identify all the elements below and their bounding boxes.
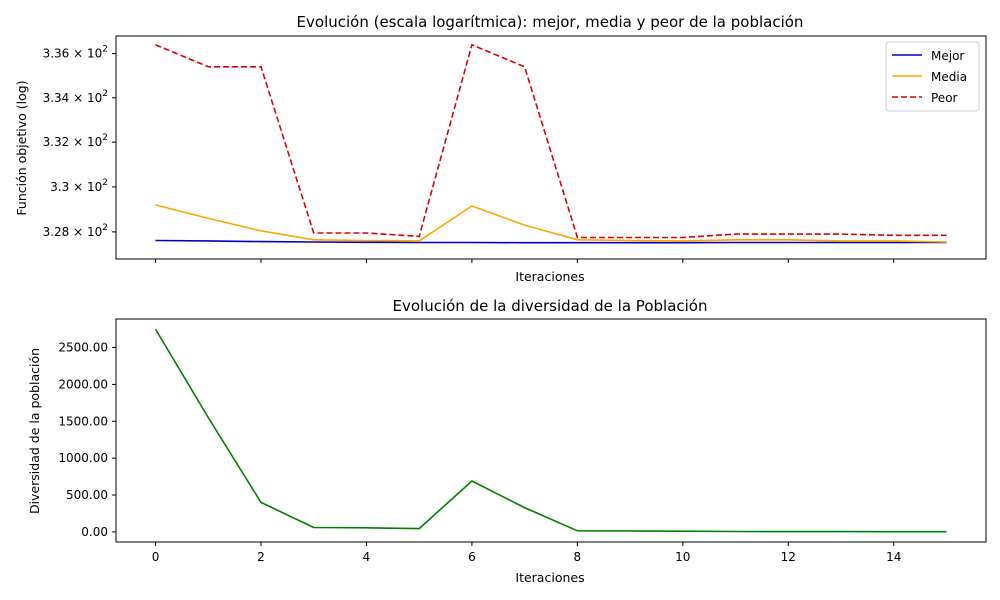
chart-diversity: Evolución de la diversidad de la Poblaci… bbox=[27, 297, 987, 585]
legend-peor-label: Peor bbox=[931, 91, 958, 105]
chart2-x-tick-label: 10 bbox=[675, 550, 690, 564]
chart1-series-peor-line bbox=[155, 43, 947, 239]
chart1-series-media-line bbox=[155, 204, 947, 243]
chart1-series-layer bbox=[155, 43, 947, 244]
chart2-y-tick-label: 500.00 bbox=[66, 488, 108, 502]
chart2-axes-frame bbox=[115, 318, 987, 543]
chart2-series-layer bbox=[154, 328, 947, 533]
chart1-series-mejor-line bbox=[155, 239, 947, 244]
legend-frame bbox=[885, 41, 980, 112]
chart1-y-tick-label: 3.36 × 102 bbox=[43, 45, 108, 61]
chart2-xlabel: Iteraciones bbox=[515, 570, 584, 585]
chart2-y-tick-label: 2500.00 bbox=[58, 341, 108, 355]
chart1-xlabel: Iteraciones bbox=[515, 269, 584, 284]
chart1-legend: Mejor Media Peor bbox=[885, 41, 980, 112]
legend-media-label: Media bbox=[931, 70, 967, 84]
chart1-y-ticks: 3.28 × 102 3.3 × 102 3.32 × 102 3.34 × 102 3… bbox=[43, 45, 116, 239]
chart2-x-tick-label: 12 bbox=[781, 550, 796, 564]
chart2-x-tick-label: 6 bbox=[468, 550, 476, 564]
chart1-axes-frame bbox=[115, 35, 987, 260]
chart2-ylabel: Diversidad de la población bbox=[27, 348, 42, 514]
chart2-series-diversidad-line bbox=[154, 328, 947, 533]
legend-mejor-label: Mejor bbox=[931, 49, 964, 63]
chart1-y-tick-label: 3.34 × 102 bbox=[43, 89, 108, 105]
chart2-x-tick-label: 4 bbox=[363, 550, 371, 564]
chart1-title: Evolución (escala logarítmica): mejor, m… bbox=[297, 13, 804, 31]
chart2-x-tick-label: 8 bbox=[574, 550, 582, 564]
chart1-x-ticks bbox=[155, 259, 895, 263]
chart2-x-ticks: 0 2 4 6 8 10 12 14 bbox=[152, 542, 901, 564]
chart2-title: Evolución de la diversidad de la Poblaci… bbox=[393, 297, 708, 315]
chart1-y-tick-label: 3.32 × 102 bbox=[43, 133, 108, 149]
chart2-y-ticks: 0.00 500.00 1000.00 1500.00 2000.00 2500.00 bbox=[58, 341, 116, 539]
chart1-y-tick-label: 3.3 × 102 bbox=[50, 178, 108, 194]
chart2-x-tick-label: 14 bbox=[886, 550, 901, 564]
chart2-x-tick-label: 0 bbox=[152, 550, 160, 564]
chart1-y-tick-label: 3.28 × 102 bbox=[43, 223, 108, 239]
chart2-y-tick-label: 1500.00 bbox=[58, 414, 108, 428]
chart2-y-tick-label: 2000.00 bbox=[58, 377, 108, 391]
chart2-x-tick-label: 2 bbox=[257, 550, 265, 564]
chart2-y-tick-label: 0.00 bbox=[81, 525, 108, 539]
chart1-ylabel: Función objetivo (log) bbox=[14, 80, 29, 215]
chart2-y-tick-label: 1000.00 bbox=[58, 451, 108, 465]
chart-objective-log: Evolución (escala logarítmica): mejor, m… bbox=[14, 13, 987, 284]
